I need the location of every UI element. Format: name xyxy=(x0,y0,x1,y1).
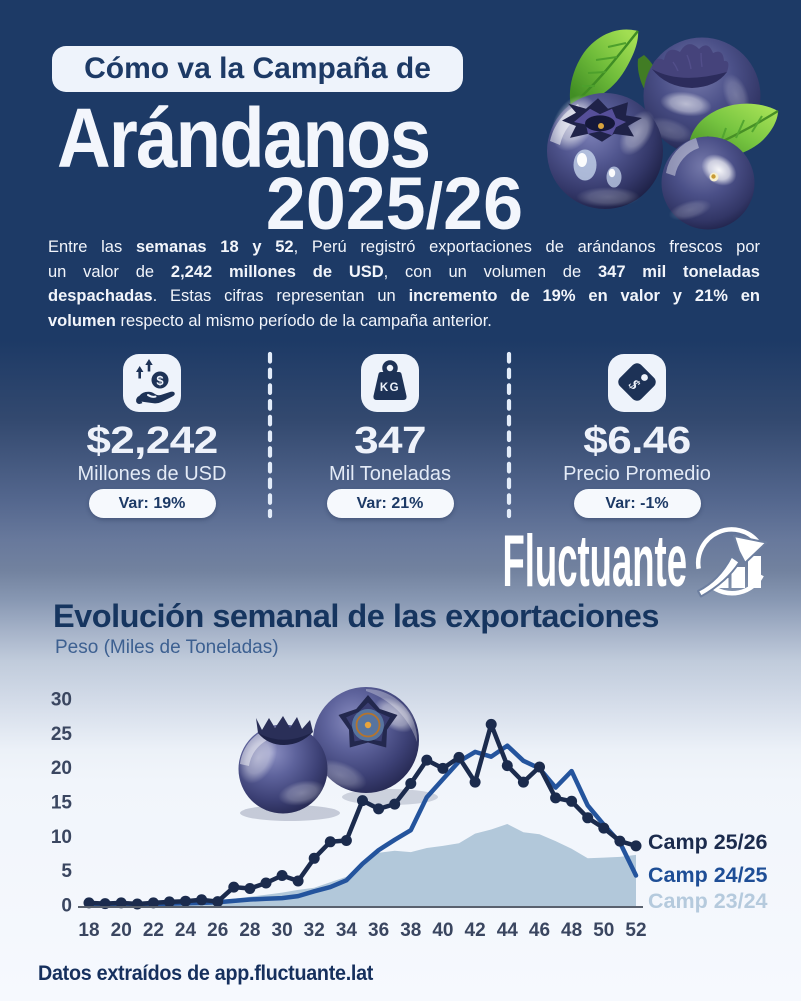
svg-text:34: 34 xyxy=(336,920,358,941)
svg-text:10: 10 xyxy=(51,827,72,848)
svg-text:28: 28 xyxy=(239,920,260,941)
svg-text:32: 32 xyxy=(304,920,325,941)
svg-text:18: 18 xyxy=(78,920,99,941)
svg-text:42: 42 xyxy=(465,920,486,941)
svg-text:38: 38 xyxy=(400,920,421,941)
svg-text:50: 50 xyxy=(593,920,614,941)
svg-text:46: 46 xyxy=(529,920,550,941)
svg-text:Camp 23/24: Camp 23/24 xyxy=(648,889,768,913)
svg-text:48: 48 xyxy=(561,920,582,941)
svg-text:$: $ xyxy=(156,373,164,388)
svg-text:20: 20 xyxy=(111,920,132,941)
svg-text:44: 44 xyxy=(497,920,519,941)
svg-text:KG: KG xyxy=(380,382,400,394)
svg-text:5: 5 xyxy=(61,861,72,882)
svg-text:Camp 24/25: Camp 24/25 xyxy=(648,863,768,887)
svg-text:26: 26 xyxy=(207,920,228,941)
svg-text:30: 30 xyxy=(272,920,293,941)
svg-text:40: 40 xyxy=(432,920,453,941)
svg-text:24: 24 xyxy=(175,920,197,941)
svg-text:25: 25 xyxy=(51,724,73,745)
svg-text:0: 0 xyxy=(61,896,72,917)
svg-text:36: 36 xyxy=(368,920,389,941)
svg-text:30: 30 xyxy=(51,690,72,711)
svg-text:Camp 25/26: Camp 25/26 xyxy=(648,830,768,854)
svg-text:15: 15 xyxy=(51,793,73,814)
svg-text:22: 22 xyxy=(143,920,164,941)
svg-text:20: 20 xyxy=(51,758,72,779)
svg-text:52: 52 xyxy=(625,920,646,941)
